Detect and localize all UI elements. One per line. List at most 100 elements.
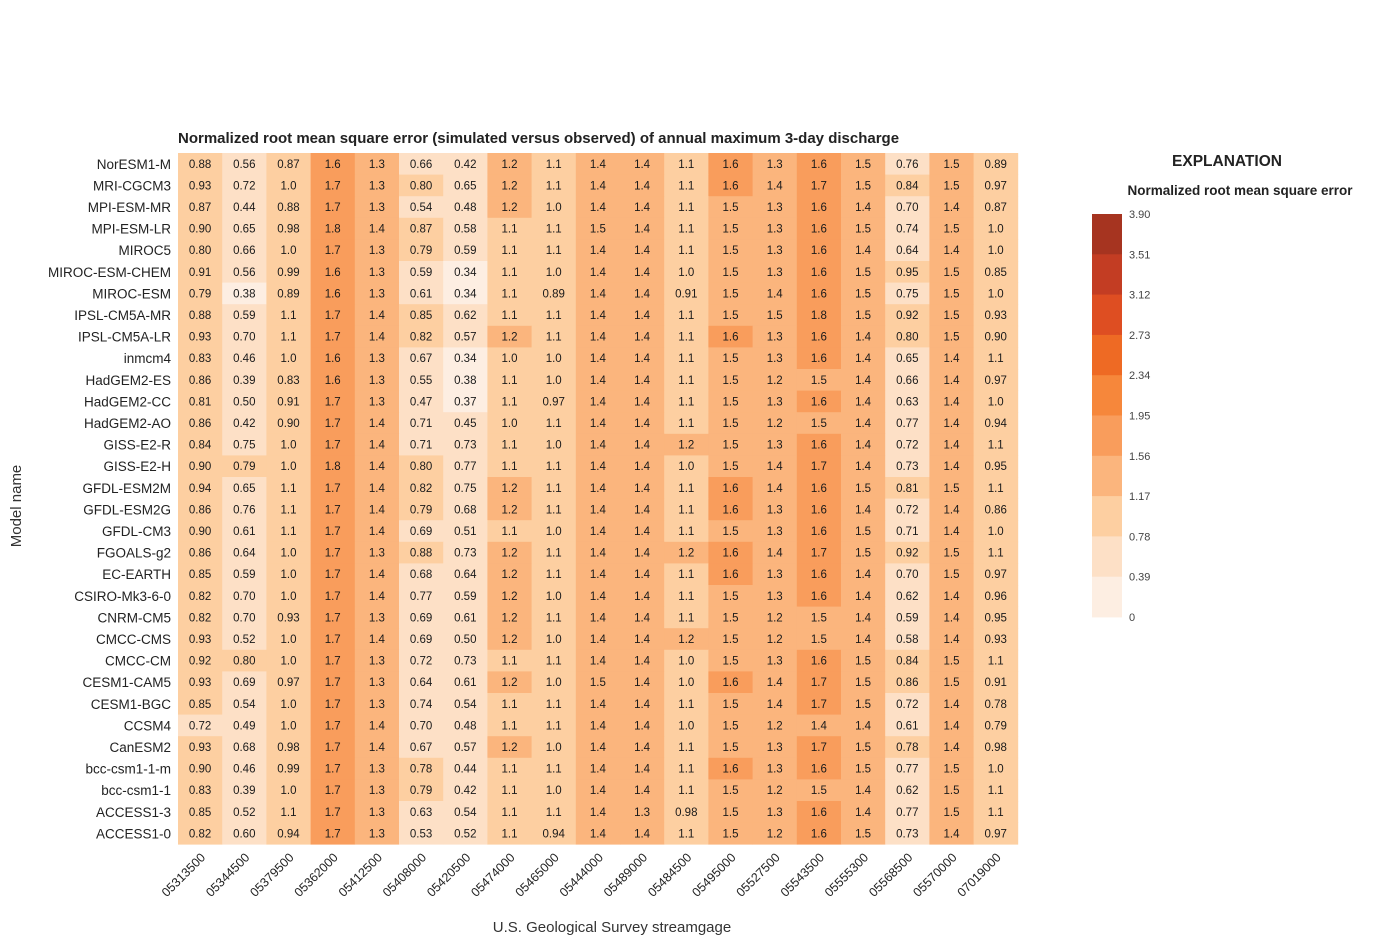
cell-value-label: 1.1	[502, 288, 518, 300]
heatmap-cell	[796, 325, 842, 348]
heatmap-cell	[354, 153, 400, 175]
heatmap-cell	[885, 520, 930, 543]
cell-value-label: 1.2	[767, 720, 783, 732]
cell-value-label: 1.7	[325, 699, 341, 711]
row-label: bcc-csm1-1	[101, 783, 171, 798]
cell-value-label: 1.2	[502, 483, 518, 495]
cell-value-label: 1.4	[590, 742, 607, 754]
legend-swatch	[1092, 415, 1122, 457]
heatmap-cell	[266, 196, 311, 219]
cell-value-label: 1.4	[590, 548, 607, 560]
cell-value-label: 1.1	[502, 310, 518, 322]
x-axis-title: U.S. Geological Survey streamgage	[493, 919, 731, 936]
heatmap-cell	[354, 585, 400, 607]
heatmap-cell	[620, 239, 665, 262]
cell-value-label: 1.4	[944, 504, 961, 516]
cell-value-label: 0.42	[454, 159, 476, 171]
heatmap-cell	[796, 649, 842, 672]
cell-value-label: 1.4	[590, 288, 607, 300]
heatmap-cell	[929, 325, 974, 348]
cell-value-label: 1.4	[369, 332, 386, 344]
row-label: CESM1-CAM5	[82, 675, 171, 690]
cell-value-label: 0.86	[189, 548, 211, 560]
heatmap-cell	[929, 693, 974, 715]
cell-value-label: 0.62	[896, 785, 918, 797]
heatmap-cell	[708, 433, 753, 456]
heatmap-cell	[620, 822, 665, 845]
cell-value-label: 1.1	[678, 828, 694, 840]
heatmap-cell	[487, 217, 532, 240]
heatmap-cell	[178, 822, 223, 845]
heatmap-cell	[620, 498, 665, 521]
cell-value-label: 1.3	[634, 807, 650, 819]
heatmap-cell	[575, 347, 621, 370]
heatmap-cell	[443, 390, 488, 413]
cell-value-label: 1.1	[678, 375, 694, 387]
cell-value-label: 0.34	[454, 353, 477, 365]
heatmap-cell	[531, 390, 577, 413]
cell-value-label: 1.4	[634, 504, 651, 516]
cell-value-label: 1.2	[502, 548, 518, 560]
heatmap-cell	[443, 174, 488, 197]
heatmap-cell	[796, 412, 842, 435]
heatmap-cell	[885, 153, 930, 175]
heatmap-cell	[531, 736, 577, 759]
heatmap-cell	[443, 628, 488, 651]
heatmap-cell	[708, 585, 753, 607]
cell-value-label: 0.77	[896, 807, 918, 819]
cell-value-label: 1.0	[988, 396, 1004, 408]
heatmap-cell	[310, 585, 356, 607]
cell-value-label: 1.5	[855, 180, 871, 192]
cell-value-label: 1.4	[634, 634, 651, 646]
heatmap-cell	[310, 736, 356, 759]
heatmap-cell	[752, 282, 798, 305]
heatmap-cell	[266, 520, 311, 543]
heatmap-cell	[399, 801, 444, 823]
cell-value-label: 1.4	[634, 483, 651, 495]
cell-value-label: 0.86	[189, 504, 211, 516]
heatmap-cell	[399, 757, 444, 780]
cell-value-label: 0.94	[189, 483, 212, 495]
heatmap-cell	[222, 520, 267, 543]
heatmap-cell	[752, 628, 798, 651]
cell-value-label: 1.6	[811, 591, 827, 603]
legend-swatches	[1092, 214, 1122, 618]
cell-value-label: 1.6	[811, 396, 827, 408]
heatmap-cell	[266, 477, 311, 499]
heatmap-cell	[266, 779, 311, 802]
cell-value-label: 1.0	[678, 677, 694, 689]
heatmap-cell	[354, 325, 400, 348]
cell-value-label: 1.1	[988, 656, 1004, 668]
cell-value-label: 1.7	[325, 828, 341, 840]
cell-value-label: 1.0	[281, 720, 297, 732]
heatmap-cell	[354, 498, 400, 521]
legend-tick-label: 1.95	[1129, 411, 1150, 423]
cell-value-label: 1.5	[855, 159, 871, 171]
heatmap-cell	[310, 304, 356, 327]
cell-value-label: 0.85	[985, 267, 1007, 279]
heatmap-cell	[399, 325, 444, 348]
heatmap-cell	[885, 779, 930, 802]
column-label: 05408000	[380, 850, 429, 899]
row-label: GISS-E2-R	[103, 438, 171, 453]
heatmap-cell	[399, 153, 444, 175]
cell-value-label: 1.4	[634, 720, 651, 732]
cell-value-label: 0.89	[543, 288, 565, 300]
row-label: HadGEM2-AO	[84, 416, 171, 431]
cell-value-label: 1.2	[502, 159, 518, 171]
heatmap-cell	[841, 585, 886, 607]
heatmap-cell	[222, 196, 267, 219]
heatmap-cell	[443, 714, 488, 737]
cell-value-label: 0.52	[233, 634, 255, 646]
cell-value-label: 0.78	[985, 699, 1007, 711]
heatmap-cell	[885, 649, 930, 672]
heatmap-cell	[399, 606, 444, 629]
heatmap-cell	[929, 261, 974, 283]
cell-value-label: 1.4	[634, 785, 651, 797]
cell-value-label: 1.6	[325, 375, 341, 387]
heatmap-cell	[841, 736, 886, 759]
column-label: 05420500	[424, 850, 473, 899]
cell-value-label: 1.4	[590, 699, 607, 711]
cell-value-label: 0.91	[985, 677, 1007, 689]
cell-value-label: 0.75	[454, 483, 476, 495]
